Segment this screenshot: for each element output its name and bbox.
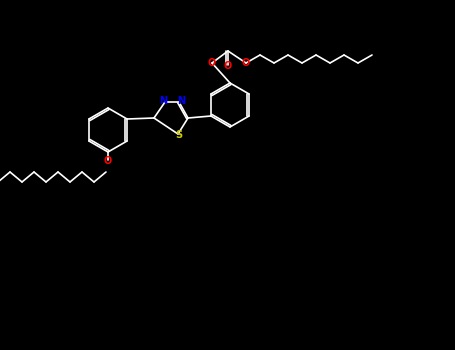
Text: O: O — [104, 156, 112, 166]
Text: S: S — [176, 130, 182, 140]
Text: O: O — [242, 58, 250, 68]
Text: O: O — [224, 61, 232, 71]
Text: N: N — [177, 96, 185, 106]
Text: O: O — [208, 58, 216, 68]
Text: N: N — [159, 96, 167, 106]
